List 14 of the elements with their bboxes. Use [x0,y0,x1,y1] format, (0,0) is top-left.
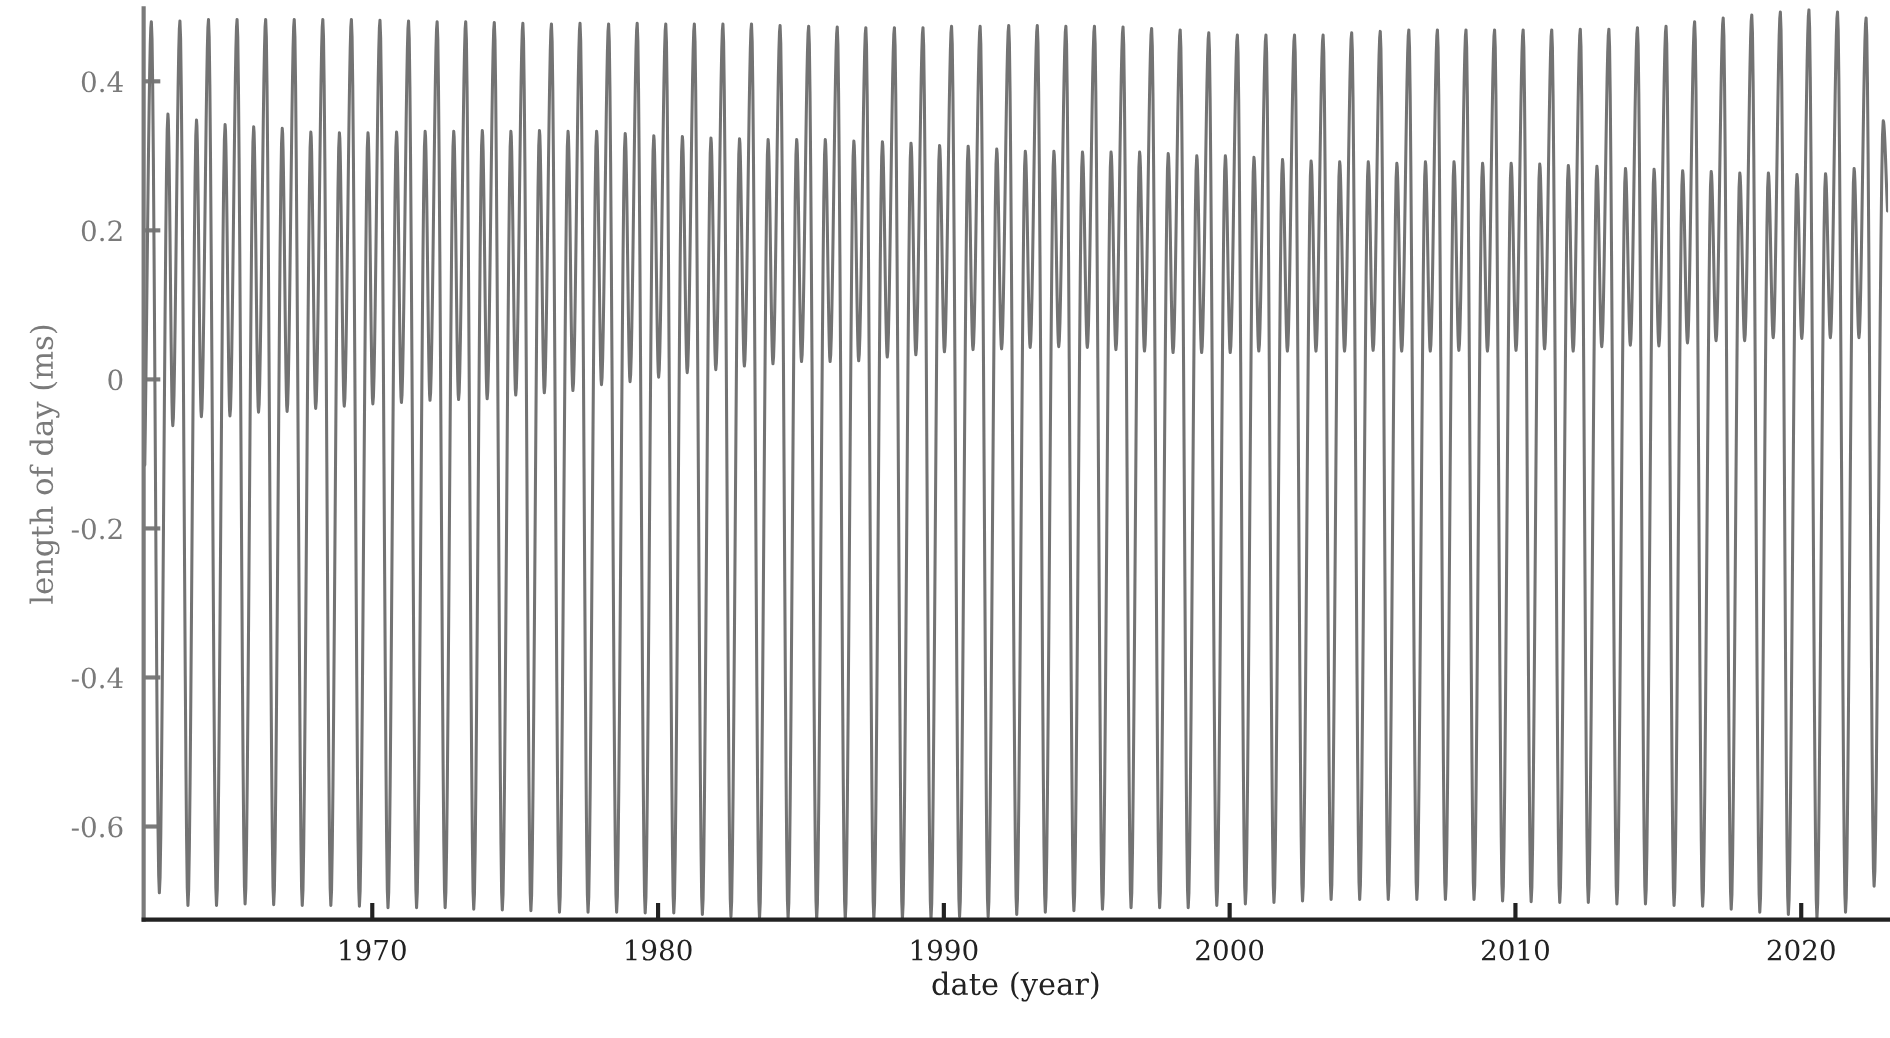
y-tick-label: -0.4 [71,667,123,689]
x-tick-label: 2020 [1767,939,1835,961]
y-tick-label: 0 [108,369,123,391]
x-tick-label: 2010 [1481,939,1549,961]
y-tick-label: 0.2 [81,220,122,242]
y-axis-title: length of day (ms) [29,325,60,604]
x-tick-label: 1980 [626,939,692,961]
x-axis-title: date (year) [932,971,1099,1002]
x-tick-label: 1990 [911,939,978,961]
y-tick-label: 0.4 [81,71,123,93]
x-tick-label: 2000 [1196,939,1264,961]
x-tick-label: 1970 [340,939,406,961]
y-tick-label: -0.6 [71,816,123,838]
y-tick-label: -0.2 [71,518,122,540]
